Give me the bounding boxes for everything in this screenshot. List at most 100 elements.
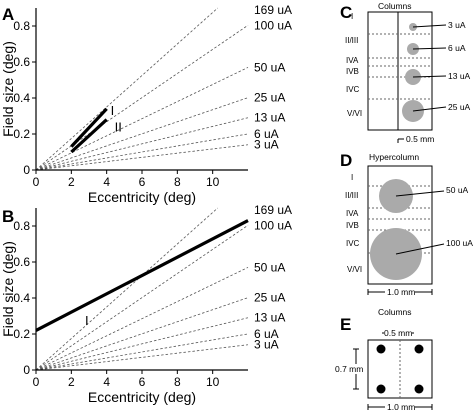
reference-line-label: 6 uA [254, 127, 279, 141]
scale-label-bg [384, 328, 412, 338]
y-tick-label: 0.8 [13, 19, 30, 33]
x-tick-label: 4 [103, 175, 110, 189]
scale-label-bg [385, 287, 415, 297]
series-label: II [115, 120, 122, 135]
reference-line-label: 169 uA [254, 203, 292, 217]
layer-label-iva: IVA [346, 56, 359, 65]
panel-e-title: Columns [378, 307, 412, 317]
reference-line [35, 207, 218, 371]
reference-line [35, 117, 249, 171]
x-tick-label: 2 [68, 175, 75, 189]
layer-label-v-vi: V/VI [347, 109, 362, 118]
reference-line-label: 100 uA [254, 218, 292, 232]
layer-label-ii-iii: II/III [345, 36, 358, 45]
panel-label-c: C [340, 3, 352, 22]
reference-line-label: 25 uA [254, 291, 285, 305]
electrode-dot [414, 344, 424, 354]
scale-label-d: 1.0 mm [387, 287, 415, 297]
reference-line-label: 50 uA [254, 260, 285, 274]
reference-line [35, 267, 249, 371]
reference-line-label: 100 uA [254, 18, 292, 32]
layer-label-ivb: IVB [346, 67, 359, 76]
electrode-dot [376, 344, 386, 354]
scale-label-bg [385, 402, 415, 412]
series-line [35, 219, 249, 332]
y-tick-label: 0.4 [13, 91, 30, 105]
x-tick-label: 2 [68, 375, 75, 389]
x-tick-label: 10 [206, 175, 220, 189]
electrode-dot [376, 384, 386, 394]
x-tick-label: 8 [174, 375, 181, 389]
panel-d-hypercolumn-diagram: Hypercolumn I II/III IVA IVB IVC V/VI 50… [345, 152, 473, 297]
reference-line-label: 3 uA [254, 338, 279, 352]
x-tick-label: 0 [33, 375, 40, 389]
scale-label-c: 0.5 mm [406, 134, 434, 144]
reference-line-label: 13 uA [254, 111, 285, 125]
y-tick-label: 0.6 [13, 255, 30, 269]
layer-label-ii-iii: II/III [345, 191, 358, 200]
y-tick-label: 0.8 [13, 219, 30, 233]
scale-label-e-top: 0.5 mm [384, 328, 412, 338]
x-tick-label: 6 [139, 175, 146, 189]
y-axis-label: Field size (deg) [0, 241, 16, 337]
x-tick-label: 8 [174, 175, 181, 189]
y-tick-label: 0.2 [13, 127, 30, 141]
panel-c-title: Columns [378, 1, 412, 11]
reference-line [35, 224, 249, 371]
panel-label-d: D [340, 151, 352, 170]
reference-line [35, 67, 249, 171]
panel-e-columns-diagram: Columns 0.5 mm 0.7 mm 1.0 mm [334, 307, 433, 412]
reference-line [35, 344, 249, 371]
reference-line [35, 333, 249, 371]
panel-d-title: Hypercolumn [369, 152, 419, 162]
reference-line-label: 50 uA [254, 60, 285, 74]
y-tick-label: 0.2 [13, 327, 30, 341]
x-tick-label: 6 [139, 375, 146, 389]
y-axis-label: Field size (deg) [0, 41, 16, 137]
scale-label-e-side: 0.7 mm [335, 364, 363, 374]
callout-line [395, 243, 445, 255]
panel-d-frame [367, 165, 433, 285]
reference-line-label: 13 uA [254, 311, 285, 325]
callout-line [395, 190, 445, 197]
layer-label-ivc: IVC [346, 239, 360, 248]
layer-label-i: I [351, 173, 353, 182]
x-tick-label: 4 [103, 375, 110, 389]
circle-label-100ua: 100 uA [446, 238, 473, 248]
x-tick-label: 0 [33, 175, 40, 189]
layer-label-v-vi: V/VI [347, 265, 362, 274]
layer-label-i: I [351, 12, 353, 21]
y-tick-label: 0 [23, 363, 30, 377]
callout-line [412, 106, 447, 112]
layer-label-ivb: IVB [346, 221, 359, 230]
y-tick-label: 0 [23, 163, 30, 177]
scale-label-e-bottom: 1.0 mm [387, 402, 415, 412]
series-line [70, 107, 108, 148]
circle-label-25ua: 25 uA [448, 102, 471, 112]
series-line [70, 118, 108, 154]
circle-label-3ua: 3 uA [448, 20, 466, 30]
reference-line-label: 6 uA [254, 327, 279, 341]
layer-label-ivc: IVC [346, 85, 360, 94]
callout-line [412, 75, 447, 78]
circle-label-6ua: 6 uA [448, 43, 466, 53]
reference-line-label: 25 uA [254, 91, 285, 105]
y-tick-label: 0.6 [13, 55, 30, 69]
panel-c-frame [367, 11, 433, 131]
panel-c-columns-diagram: Columns I II/III IVA IVB IVC V/VI 3 uA 6… [345, 1, 471, 144]
reference-line [35, 97, 249, 171]
reference-line [35, 297, 249, 371]
reference-line [35, 7, 218, 171]
panel-label-e: E [340, 315, 351, 334]
reference-line-label: 3 uA [254, 138, 279, 152]
reference-line [35, 317, 249, 371]
x-tick-label: 10 [206, 375, 220, 389]
circle-label-50ua: 50 uA [446, 185, 469, 195]
x-axis-label: Eccentricity (deg) [88, 189, 196, 205]
circle-label-13ua: 13 uA [448, 71, 471, 81]
callout-line [412, 24, 447, 28]
reference-line-label: 169 uA [254, 3, 292, 17]
